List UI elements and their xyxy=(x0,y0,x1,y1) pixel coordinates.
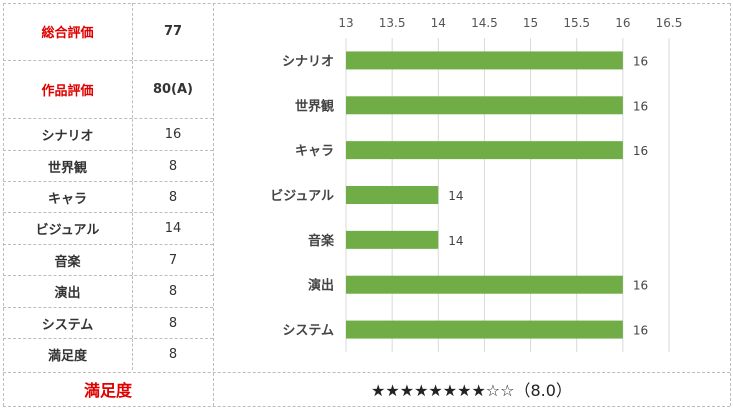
x-tick-label: 15.5 xyxy=(563,16,590,30)
x-tick-label: 14 xyxy=(431,16,446,30)
footer-star-rating: ★★★★★★★★☆☆（8.0） xyxy=(371,381,572,400)
table-chart-divider xyxy=(213,3,214,406)
data-label: 16 xyxy=(633,324,648,338)
row-value: 7 xyxy=(168,252,178,268)
row-value: 8 xyxy=(168,284,178,299)
table-row: 世界観 8 xyxy=(3,151,213,182)
table-row: 満足度 8 xyxy=(3,339,213,370)
frame-bottom-border xyxy=(3,406,730,407)
data-label: 14 xyxy=(448,234,463,248)
row-value: 80(A) xyxy=(152,82,194,97)
table-row: 音楽 7 xyxy=(3,245,213,276)
category-label: キャラ xyxy=(295,144,334,159)
row-label: 演出 xyxy=(3,276,133,307)
row-label: キャラ xyxy=(3,182,133,212)
row-value: 8 xyxy=(168,158,178,174)
row-label: 作品評価 xyxy=(3,61,133,118)
footer-divider xyxy=(3,372,730,373)
bar xyxy=(346,141,623,160)
row-value: 8 xyxy=(168,189,178,205)
bar xyxy=(346,275,623,294)
table-row: ビジュアル 14 xyxy=(3,213,213,245)
bar xyxy=(346,96,623,115)
data-label: 14 xyxy=(448,189,463,203)
data-label: 16 xyxy=(633,54,648,68)
row-value: 8 xyxy=(168,315,178,331)
category-label: 音楽 xyxy=(308,233,335,249)
frame-right-border xyxy=(730,3,731,406)
footer-satisfaction-label: 満足度 xyxy=(83,381,132,400)
row-label: ビジュアル xyxy=(3,213,133,244)
category-label: シナリオ xyxy=(282,54,334,69)
x-tick-label: 13.5 xyxy=(379,16,406,30)
table-row: 作品評価 80(A) xyxy=(3,61,213,119)
table-row: 演出 8 xyxy=(3,276,213,308)
category-label: 演出 xyxy=(308,278,334,294)
data-label: 16 xyxy=(633,279,648,293)
bar xyxy=(346,186,439,204)
table-row: 総合評価 77 xyxy=(3,3,213,61)
x-tick-label: 16 xyxy=(615,16,630,30)
table-row: システム 8 xyxy=(3,308,213,339)
category-label: システム xyxy=(282,324,334,339)
frame-top-border xyxy=(3,3,730,4)
row-label: 満足度 xyxy=(3,339,133,370)
category-label: 世界観 xyxy=(295,98,334,114)
frame-left-border xyxy=(3,3,4,406)
bar xyxy=(346,51,623,70)
row-label: シナリオ xyxy=(3,119,133,150)
x-tick-label: 15 xyxy=(523,16,538,30)
row-value: 8 xyxy=(168,347,178,362)
score-bar-chart: 13 13.5 14 14.5 15 15.5 16 16.5 シナリオ 16 世界観 16 キャラ 16… xyxy=(270,16,683,352)
row-label: 音楽 xyxy=(3,245,133,275)
data-label: 16 xyxy=(633,144,648,158)
row-value: 14 xyxy=(164,221,182,236)
row-value: 16 xyxy=(164,127,182,142)
x-tick-label: 16.5 xyxy=(656,16,683,30)
x-tick-label: 14.5 xyxy=(471,16,498,30)
category-label: ビジュアル xyxy=(270,188,334,204)
table-row: シナリオ 16 xyxy=(3,119,213,151)
row-label: 世界観 xyxy=(3,151,133,181)
row-label: 総合評価 xyxy=(3,3,133,60)
row-label: システム xyxy=(3,308,133,338)
table-row: キャラ 8 xyxy=(3,182,213,213)
row-value: 77 xyxy=(163,24,183,39)
bar xyxy=(346,230,439,249)
data-label: 16 xyxy=(633,99,648,113)
bar xyxy=(346,320,623,339)
x-tick-label: 13 xyxy=(338,16,353,30)
